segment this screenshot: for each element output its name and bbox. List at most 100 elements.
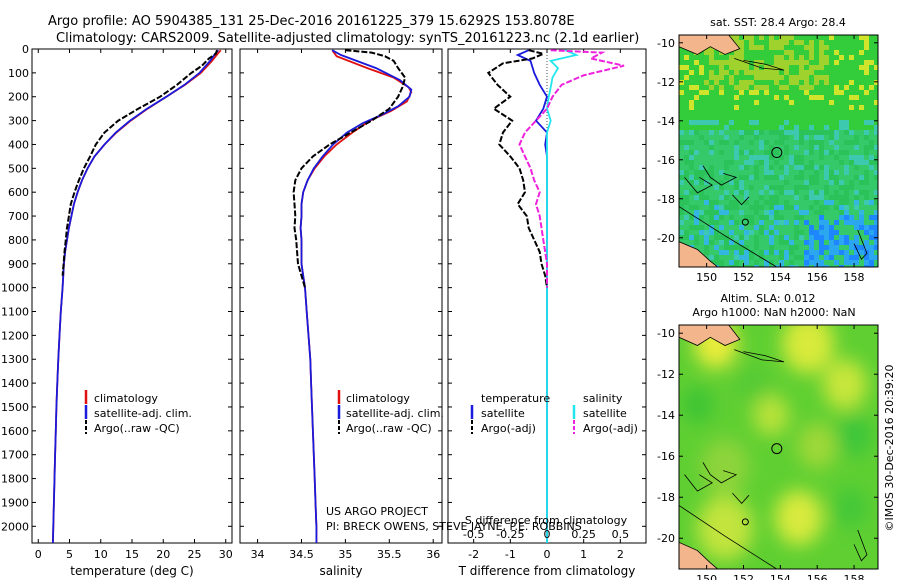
difference-series xyxy=(486,49,625,543)
sst-cell xyxy=(794,205,799,210)
sst-cell xyxy=(699,95,704,100)
sst-cell xyxy=(739,155,744,160)
sst-cell xyxy=(769,80,774,85)
sst-cell xyxy=(824,250,829,255)
sst-cell xyxy=(789,110,794,115)
sst-cell xyxy=(874,105,878,110)
sst-cell xyxy=(749,40,754,45)
sst-cell xyxy=(824,110,829,115)
sst-cell xyxy=(784,180,789,185)
sst-cell xyxy=(809,225,814,230)
sst-cell xyxy=(744,180,749,185)
sst-cell xyxy=(859,265,864,267)
sst-cell xyxy=(689,160,694,165)
sst-cell xyxy=(734,230,739,235)
sst-cell xyxy=(814,110,819,115)
sst-cell xyxy=(859,115,864,120)
sst-cell xyxy=(754,95,759,100)
sst-cell xyxy=(689,155,694,160)
sst-cell xyxy=(739,240,744,245)
sst-cell xyxy=(814,165,819,170)
sst-cell xyxy=(739,170,744,175)
sst-cell xyxy=(854,55,859,60)
sst-cell xyxy=(679,160,684,165)
sst-cell xyxy=(839,70,844,75)
sst-cell xyxy=(694,185,699,190)
sst-cell xyxy=(789,250,794,255)
sst-cell xyxy=(724,165,729,170)
sst-cell xyxy=(749,95,754,100)
sst-cell xyxy=(714,260,719,265)
sst-cell xyxy=(769,140,774,145)
sst-cell xyxy=(809,235,814,240)
sst-cell xyxy=(744,160,749,165)
sst-cell xyxy=(819,165,824,170)
sst-cell xyxy=(834,185,839,190)
sst-cell xyxy=(764,265,769,267)
sst-cell xyxy=(854,145,859,150)
depth-tick-label: 1500 xyxy=(1,401,29,414)
sst-cell xyxy=(694,135,699,140)
sst-cell xyxy=(729,265,734,267)
sst-cell xyxy=(844,195,849,200)
s-tick-label: -0.25 xyxy=(496,528,524,541)
sst-cell xyxy=(864,180,869,185)
sst-cell xyxy=(749,80,754,85)
sst-cell xyxy=(814,150,819,155)
sst-cell xyxy=(809,180,814,185)
sst-cell xyxy=(789,145,794,150)
sst-cell xyxy=(809,240,814,245)
sst-cell xyxy=(819,170,824,175)
sst-cell xyxy=(754,150,759,155)
sst-cell xyxy=(874,100,878,105)
sst-cell xyxy=(769,190,774,195)
series-line xyxy=(292,49,407,288)
sst-cell xyxy=(739,190,744,195)
sst-cell xyxy=(809,255,814,260)
sst-cell xyxy=(804,145,809,150)
sst-cell xyxy=(764,145,769,150)
sst-cell xyxy=(854,165,859,170)
sst-cell xyxy=(784,255,789,260)
sst-cell xyxy=(814,255,819,260)
sst-cell xyxy=(769,220,774,225)
sst-cell xyxy=(864,255,869,260)
sst-cell xyxy=(739,35,744,40)
sst-cell xyxy=(869,260,874,265)
sst-cell xyxy=(709,195,714,200)
sst-cell xyxy=(824,35,829,40)
sst-cell xyxy=(719,85,724,90)
sst-cell xyxy=(774,150,779,155)
sst-cell xyxy=(824,45,829,50)
sst-cell xyxy=(739,40,744,45)
sst-cell xyxy=(844,110,849,115)
sst-cell xyxy=(689,85,694,90)
sst-cell xyxy=(764,235,769,240)
sst-cell xyxy=(799,160,804,165)
sst-cell xyxy=(824,75,829,80)
sst-cell xyxy=(694,90,699,95)
sla-blob xyxy=(681,386,714,424)
sst-cell xyxy=(804,240,809,245)
sst-cell xyxy=(689,70,694,75)
sst-cell xyxy=(799,50,804,55)
sst-cell xyxy=(764,90,769,95)
sst-cell xyxy=(679,90,684,95)
sst-cell xyxy=(749,165,754,170)
sst-cell xyxy=(809,55,814,60)
sst-cell xyxy=(819,90,824,95)
sst-cell xyxy=(729,160,734,165)
sst-cell xyxy=(809,95,814,100)
sst-cell xyxy=(764,255,769,260)
sst-cell xyxy=(764,180,769,185)
sst-cell xyxy=(854,260,859,265)
sst-cell xyxy=(754,130,759,135)
sst-cell xyxy=(779,35,784,40)
sst-cell xyxy=(779,175,784,180)
sst-cell xyxy=(839,170,844,175)
sst-cell xyxy=(719,90,724,95)
sst-cell xyxy=(709,130,714,135)
sst-cell xyxy=(849,105,854,110)
sst-cell xyxy=(704,240,709,245)
sst-cell xyxy=(844,70,849,75)
